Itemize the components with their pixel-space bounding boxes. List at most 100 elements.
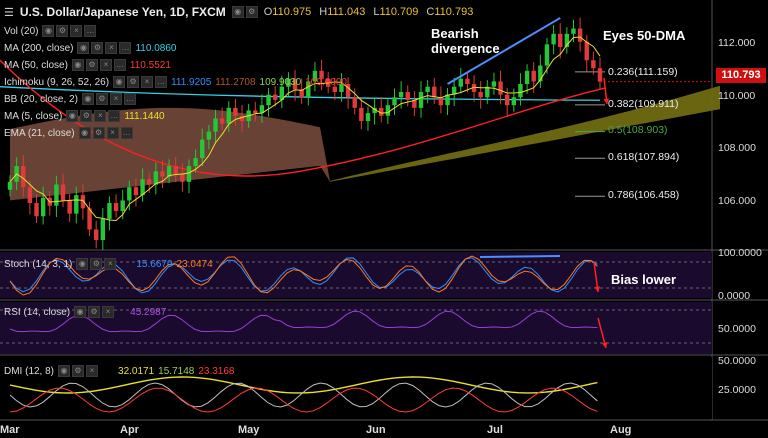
settings-icon: ⚙ (95, 93, 108, 105)
candle-body (511, 97, 517, 106)
indicator-value: 110.5521 (129, 59, 171, 71)
indicator-value: 111.9205 (171, 76, 212, 88)
visibility-icon: ◉ (77, 42, 90, 54)
indicator-value: 109.9030 (259, 76, 302, 88)
visibility-icon[interactable]: ◉ (231, 6, 244, 18)
candle-body (74, 195, 79, 214)
settings-icon: ⚙ (92, 127, 105, 139)
candle-body (332, 86, 338, 92)
candle-body (286, 78, 291, 87)
candle-body (7, 181, 13, 190)
indicator-row[interactable]: MA (5, close) ◉ ⚙ ×… 111.1440 (4, 110, 165, 122)
dmi-adx-line (9, 376, 598, 394)
close-icon: × (99, 59, 112, 71)
settings-icon: ⚙ (127, 76, 140, 88)
candle-body (213, 118, 218, 132)
settings-icon: ⚙ (90, 258, 103, 270)
more-icon: … (155, 76, 168, 88)
candle-body (564, 33, 570, 48)
candle-body (60, 184, 66, 201)
ma5-line (9, 36, 601, 222)
indicator-row[interactable]: EMA (21, close) ◉ ⚙ ×… (4, 127, 133, 139)
candle-body (219, 118, 225, 124)
indicator-row[interactable]: Vol (20) ◉ ⚙ ×… (4, 25, 97, 37)
close-icon: × (70, 25, 83, 37)
candle-body (173, 166, 178, 174)
more-icon: … (120, 127, 133, 139)
indicator-value: 111.2708 (215, 76, 256, 88)
dmi-minus-line (9, 387, 598, 413)
close-icon: × (102, 306, 115, 318)
visibility-icon: ◉ (113, 76, 126, 88)
candle-body (253, 110, 258, 114)
indicator-row[interactable]: Ichimoku (9, 26, 52, 26) ◉ ⚙ ×… 111.9205 111.… (4, 76, 347, 88)
more-icon: … (113, 59, 126, 71)
ohlc-open: O110.975 (263, 6, 312, 18)
candle-body (40, 197, 46, 217)
stoch-down-arrow-head (594, 286, 601, 292)
candle-body (180, 173, 185, 182)
candle-body (571, 28, 576, 34)
candle-body (359, 107, 364, 122)
settings-icon[interactable]: ⚙ (245, 6, 258, 18)
candle-body (153, 171, 159, 185)
price-tick: 106.000 (718, 195, 756, 207)
candle-body (27, 187, 33, 204)
indicator-row[interactable]: MA (200, close) ◉ ⚙ ×… 110.0860 (4, 42, 176, 54)
indicator-label: Vol (20) (4, 25, 39, 37)
stoch-tick: 100.0000 (718, 247, 762, 259)
candle-body (345, 84, 351, 98)
indicator-label: EMA (21, close) (4, 127, 75, 139)
candle-body (266, 94, 271, 106)
x-tick: Mar (0, 424, 20, 436)
candle-body (127, 187, 132, 201)
visibility-icon: ◉ (71, 59, 84, 71)
candle-body (80, 195, 86, 209)
rsi-line (9, 310, 598, 333)
candles (7, 17, 603, 250)
candle-body (491, 81, 497, 87)
candle-body (438, 97, 444, 106)
close-icon: × (86, 365, 99, 377)
dmi-legend[interactable]: DMI (12, 8) ◉ ⚙ × 32.0171 15.7148 23.3168 (4, 365, 235, 377)
header-controls[interactable]: ◉ ⚙ (231, 6, 258, 18)
candle-body (365, 113, 371, 122)
candle-body (445, 94, 450, 106)
fib-level-0382: 0.382(109.911) (608, 98, 679, 110)
candle-body (299, 89, 304, 98)
candle-body (312, 70, 318, 82)
visibility-icon: ◉ (74, 306, 87, 318)
candle-body (372, 107, 377, 114)
stoch-legend[interactable]: Stoch (14, 3, 1) ◉ ⚙ × 15.6670 23.0474 (4, 258, 213, 270)
close-icon: × (109, 93, 122, 105)
trend-arrows (593, 77, 610, 349)
indicator-row[interactable]: MA (50, close) ◉ ⚙ ×… 110.5521 (4, 59, 171, 71)
candle-body (239, 115, 245, 122)
x-tick: Apr (120, 424, 139, 436)
x-tick: Jul (487, 424, 503, 436)
indicator-row[interactable]: BB (20, close, 2) ◉ ⚙ ×… (4, 93, 136, 105)
chart-header: ☰ U.S. Dollar/Japanese Yen, 1D, FXCM ◉ ⚙ … (4, 4, 473, 20)
visibility-icon: ◉ (76, 258, 89, 270)
candle-body (272, 94, 278, 100)
symbol-title[interactable]: U.S. Dollar/Japanese Yen, 1D, FXCM (19, 5, 226, 19)
settings-icon: ⚙ (88, 306, 101, 318)
settings-icon: ⚙ (72, 365, 85, 377)
rsi-legend[interactable]: RSI (14, close) ◉ ⚙ × 45.2987 (4, 306, 167, 318)
candle-body (558, 33, 563, 48)
candle-body (140, 179, 145, 196)
ohlc-close: C110.793 (426, 6, 474, 18)
visibility-icon: ◉ (66, 110, 79, 122)
more-icon: … (108, 110, 121, 122)
candle-body (584, 41, 589, 61)
candle-body (200, 139, 205, 159)
settings-icon: ⚙ (80, 110, 93, 122)
fib-level-0786: 0.786(106.458) (608, 189, 680, 201)
indicator-label: BB (20, close, 2) (4, 93, 78, 105)
candle-body (206, 131, 212, 140)
candle-body (418, 91, 424, 108)
bars-icon[interactable]: ☰ (4, 6, 14, 19)
candle-body (186, 166, 192, 182)
dmi-tick: 25.0000 (718, 384, 756, 396)
